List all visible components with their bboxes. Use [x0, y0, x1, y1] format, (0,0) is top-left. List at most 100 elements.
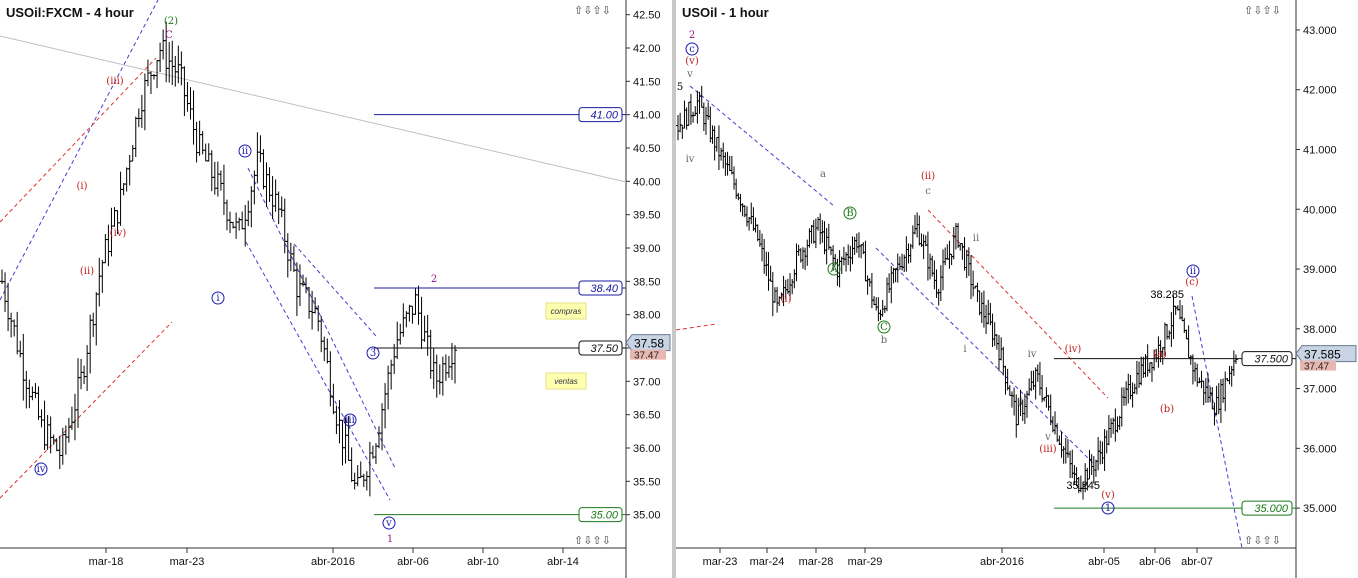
- wave-label: c: [689, 44, 695, 55]
- level-tag[interactable]: [1241, 351, 1293, 367]
- level-tag[interactable]: [578, 507, 623, 523]
- wave-label-circle: [827, 262, 841, 276]
- current-price-tag[interactable]: [1295, 345, 1357, 363]
- y-tick-label: 41.00: [633, 110, 661, 122]
- wave-label-circle: [238, 144, 252, 158]
- wave-label: (iv): [110, 228, 127, 239]
- y-tick-label: 40.00: [633, 176, 661, 188]
- chart-bottom-controls[interactable]: ⇧⇩⇧⇩: [574, 534, 611, 547]
- x-tick-label: mar-23: [170, 556, 205, 568]
- x-tick-label: abr-14: [547, 556, 579, 568]
- price-annotation: 38.285: [1150, 289, 1184, 301]
- level-tag-label: 35.000: [1254, 503, 1289, 515]
- trend-channel-line: [689, 85, 835, 207]
- trend-channel-line: [0, 321, 173, 499]
- wave-label: (2): [164, 16, 178, 27]
- level-tag[interactable]: [578, 340, 623, 356]
- wave-label: 5: [677, 82, 683, 93]
- wave-label: (b): [1160, 404, 1174, 415]
- y-tick-label: 38.50: [633, 276, 661, 288]
- wave-label: c: [925, 186, 931, 197]
- wave-label: v: [1044, 432, 1051, 443]
- chart-title: USOil:FXCM - 4 hour: [6, 5, 134, 20]
- wave-label: a: [820, 169, 826, 180]
- chart-bottom-controls[interactable]: ⇧⇩⇧⇩: [1244, 534, 1281, 547]
- wave-label: 2: [431, 274, 437, 285]
- chart-scroll-controls[interactable]: ⇧⇩⇧⇩: [574, 4, 611, 17]
- x-tick-label: mar-29: [848, 556, 883, 568]
- current-price-tag[interactable]: [625, 334, 671, 352]
- wave-label: 3: [370, 348, 376, 359]
- wave-label-circle: [211, 291, 225, 305]
- wave-label: v: [686, 69, 693, 80]
- level-tag[interactable]: [1241, 500, 1293, 516]
- y-tick-label: 35.50: [633, 476, 661, 488]
- bid-price-tag: [630, 349, 666, 360]
- note-box[interactable]: [545, 302, 587, 320]
- y-tick-label: 42.000: [1303, 85, 1337, 97]
- wave-label: ii: [973, 233, 979, 244]
- wave-label: 2: [689, 30, 695, 41]
- wave-label: ii: [242, 146, 248, 157]
- wave-label: (v): [685, 56, 699, 67]
- wave-label-circle: [1101, 501, 1115, 515]
- current-price-label: 37.58: [634, 337, 664, 351]
- x-tick-label: abr-10: [467, 556, 499, 568]
- level-tag[interactable]: [578, 280, 623, 296]
- trend-channel-line: [1191, 295, 1243, 549]
- x-tick-label: abr-05: [1088, 556, 1120, 568]
- level-tag[interactable]: [578, 107, 623, 123]
- bid-price-label: 37.47: [1304, 362, 1329, 373]
- x-tick-label: mar-18: [89, 556, 124, 568]
- note-box[interactable]: [545, 372, 587, 390]
- right-chart-panel: 43.000 42.000 41.000 40.000 39.000 38.000 37.0…: [676, 0, 1358, 578]
- chart-scroll-controls[interactable]: ⇧⇩⇧⇩: [1244, 4, 1281, 17]
- bid-price-label: 37.47: [634, 351, 659, 362]
- x-tick-label: abr-2016: [311, 556, 355, 568]
- wave-label: iv: [37, 464, 46, 475]
- x-tick-label: mar-24: [750, 556, 785, 568]
- wave-label-circle: [343, 413, 357, 427]
- y-tick-label: 36.50: [633, 410, 661, 422]
- current-price-label: 37.585: [1304, 348, 1341, 362]
- left-chart: 42.50 42.00 41.50 41.00 40.50 40.00 39.50 39.00…: [0, 0, 672, 578]
- wave-label: 1: [1105, 503, 1111, 514]
- wave-label: (iii): [106, 76, 123, 87]
- y-tick-label: 39.00: [633, 243, 661, 255]
- note-text: compras: [551, 307, 582, 316]
- y-tick-label: 42.50: [633, 10, 661, 22]
- y-tick-label: 39.000: [1303, 264, 1337, 276]
- x-tick-label: abr-06: [1139, 556, 1171, 568]
- note-text: ventas: [554, 377, 578, 386]
- y-tick-label: 35.000: [1303, 503, 1337, 515]
- right-chart: 43.000 42.000 41.000 40.000 39.000 38.000 37.0…: [676, 0, 1358, 578]
- wave-label: (iv): [1065, 344, 1082, 355]
- y-tick-label: 40.50: [633, 143, 661, 155]
- level-tag-label: 37.500: [1254, 354, 1289, 366]
- chart-title: USOil - 1 hour: [682, 5, 769, 20]
- wave-label: (i): [780, 294, 791, 305]
- price-annotation: 35.245: [1066, 480, 1100, 492]
- price-axis[interactable]: [1296, 0, 1358, 578]
- wave-label: iv: [1028, 349, 1037, 360]
- wave-label: (c): [1185, 277, 1199, 288]
- x-tick-label: abr-06: [397, 556, 429, 568]
- left-chart-panel: 42.50 42.00 41.50 41.00 40.50 40.00 39.50 39.00…: [0, 0, 672, 578]
- wave-label: iv: [686, 154, 695, 165]
- wave-label: (ii): [80, 266, 94, 277]
- price-axis[interactable]: [626, 0, 672, 578]
- panel-divider[interactable]: [672, 0, 676, 578]
- y-tick-label: 35.00: [633, 510, 661, 522]
- x-tick-label: abr-07: [1181, 556, 1213, 568]
- wave-label-circle: [685, 42, 699, 56]
- level-tag-label: 38.40: [590, 283, 618, 295]
- trend-channel-line: [676, 323, 717, 331]
- wave-label: i: [963, 344, 966, 355]
- y-tick-label: 36.00: [633, 443, 661, 455]
- y-tick-label: 38.000: [1303, 324, 1337, 336]
- wave-label: C: [880, 322, 888, 333]
- trend-channel-line: [875, 247, 1095, 465]
- wave-label-circle: [34, 462, 48, 476]
- wave-label: b: [881, 335, 887, 346]
- wave-label-circle: [366, 346, 380, 360]
